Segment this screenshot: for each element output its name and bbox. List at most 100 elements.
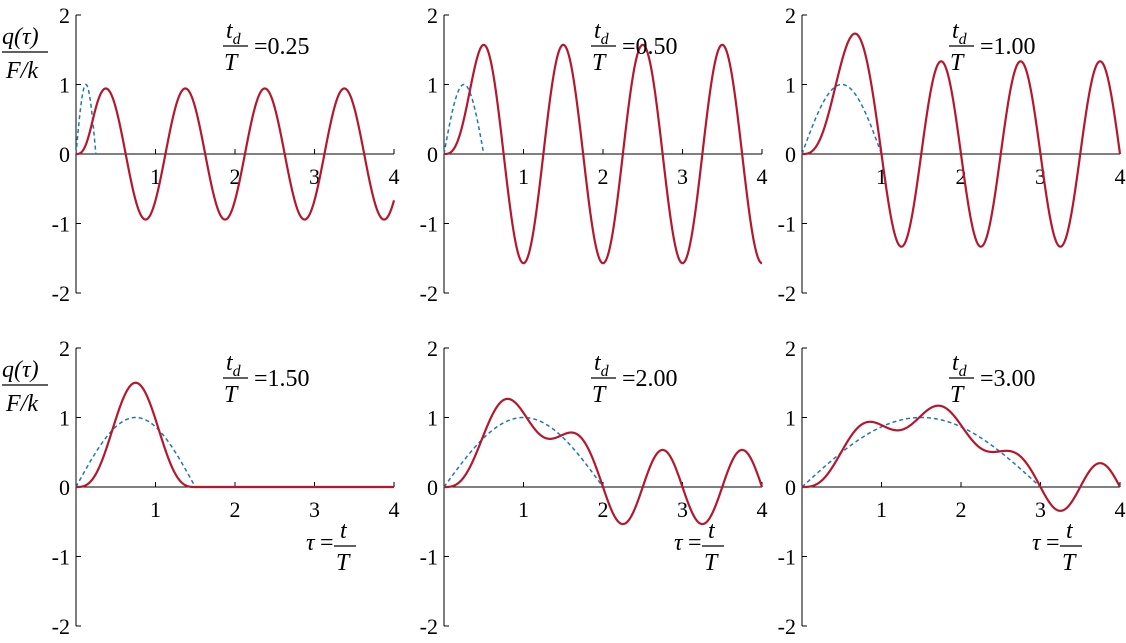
y-tick-label: -1 xyxy=(52,212,70,237)
series-response-line xyxy=(802,32,1122,248)
series-pulse-line xyxy=(75,416,196,488)
x-tick-label: 1 xyxy=(876,164,887,189)
subplot-3: 2 1 0 -1 -2 1 2 3 4 tdT =1.00 xyxy=(778,3,1126,306)
y-tick-label: 0 xyxy=(427,142,438,167)
y-tick-label: 1 xyxy=(427,73,438,98)
svg-text:=: = xyxy=(1046,530,1060,556)
subplot-2: 2 1 0 -1 -2 1 2 3 4 tdT =0.50 xyxy=(420,3,768,306)
series-response-line xyxy=(444,397,764,526)
x-tick-label: 1 xyxy=(518,164,529,189)
x-axis-label: τ = tT xyxy=(306,518,356,576)
svg-text:=: = xyxy=(688,530,702,556)
x-tick-label: 3 xyxy=(309,164,320,189)
y-tick-label: -2 xyxy=(420,281,438,306)
y-axis-label: q(τ) F/k xyxy=(2,357,48,417)
svg-text:=: = xyxy=(320,530,334,556)
x-tick-label: 2 xyxy=(230,497,241,522)
svg-text:τ: τ xyxy=(674,530,684,556)
td-ratio-label: tdT =3.00 xyxy=(949,350,1036,408)
svg-text:T: T xyxy=(704,550,719,576)
y-tick-label: 2 xyxy=(59,336,70,361)
y-tick-label: 1 xyxy=(427,406,438,431)
td-ratio-value: =0.50 xyxy=(622,34,678,60)
td-ratio-label: tdT =1.50 xyxy=(223,350,310,408)
x-tick-label: 2 xyxy=(598,497,609,522)
series-pulse-line xyxy=(801,416,1042,488)
x-tick-label: 2 xyxy=(956,497,967,522)
x-tick-label: 2 xyxy=(956,164,967,189)
series-pulse-line xyxy=(801,83,883,155)
x-tick-label: 3 xyxy=(677,497,688,522)
y-tick-label: -1 xyxy=(778,212,796,237)
x-tick-label: 3 xyxy=(1035,497,1046,522)
y-tick-label: 2 xyxy=(427,336,438,361)
td-ratio-value: =1.00 xyxy=(980,34,1036,60)
y-tick-label: 2 xyxy=(59,3,70,28)
T-symbol: T xyxy=(950,382,965,408)
svg-text:T: T xyxy=(1062,550,1077,576)
x-tick-label: 4 xyxy=(389,497,400,522)
y-tick-label: -2 xyxy=(778,281,796,306)
y-tick-label: 0 xyxy=(59,475,70,500)
series-response-line xyxy=(76,381,394,489)
x-tick-label: 1 xyxy=(150,164,161,189)
svg-text:τ: τ xyxy=(306,530,316,556)
series-pulse-line xyxy=(443,416,604,488)
y-tick-label: 1 xyxy=(785,406,796,431)
T-symbol: T xyxy=(592,50,607,76)
td-symbol: td xyxy=(952,18,968,48)
T-symbol: T xyxy=(224,382,239,408)
y-axis-label: q(τ) F/k xyxy=(2,24,48,84)
td-ratio-value: =1.50 xyxy=(254,366,310,392)
y-tick-label: 0 xyxy=(785,142,796,167)
td-ratio-label: tdT =0.50 xyxy=(591,18,678,76)
y-tick-label: 2 xyxy=(785,336,796,361)
x-tick-label: 4 xyxy=(1115,164,1126,189)
td-ratio-label: tdT =1.00 xyxy=(949,18,1036,76)
svg-text:t: t xyxy=(708,518,716,544)
y-tick-label: 2 xyxy=(427,3,438,28)
x-tick-label: 4 xyxy=(1115,497,1126,522)
y-tick-label: -2 xyxy=(52,614,70,639)
svg-text:T: T xyxy=(336,550,351,576)
x-tick-label: 3 xyxy=(1035,164,1046,189)
y-tick-label: 0 xyxy=(785,475,796,500)
svg-text:t: t xyxy=(1066,518,1074,544)
y-tick-label: -2 xyxy=(52,281,70,306)
td-symbol: td xyxy=(952,350,968,380)
svg-text:q(τ): q(τ) xyxy=(2,357,39,383)
x-tick-label: 3 xyxy=(309,497,320,522)
y-tick-label: 2 xyxy=(785,3,796,28)
y-tick-label: -1 xyxy=(420,212,438,237)
y-tick-label: -1 xyxy=(420,545,438,570)
td-ratio-value: =3.00 xyxy=(980,366,1036,392)
svg-text:F/k: F/k xyxy=(5,391,38,417)
x-tick-label: 2 xyxy=(598,164,609,189)
series-response-line xyxy=(76,87,396,221)
svg-text:q(τ): q(τ) xyxy=(2,24,39,50)
x-tick-label: 1 xyxy=(150,497,161,522)
y-tick-label: 1 xyxy=(59,406,70,431)
x-axis-label: τ = tT xyxy=(674,518,724,576)
x-tick-label: 3 xyxy=(677,164,688,189)
x-axis-label: τ = tT xyxy=(1032,518,1082,576)
x-tick-label: 1 xyxy=(876,497,887,522)
x-tick-label: 1 xyxy=(518,497,529,522)
series-response-line xyxy=(444,43,763,265)
td-ratio-label: tdT =0.25 xyxy=(223,18,310,76)
td-ratio-value: =0.25 xyxy=(254,34,310,60)
y-tick-label: 1 xyxy=(785,73,796,98)
y-tick-label: -1 xyxy=(778,545,796,570)
td-ratio-label: tdT =2.00 xyxy=(591,350,678,408)
y-tick-label: -2 xyxy=(778,614,796,639)
svg-text:τ: τ xyxy=(1032,530,1042,556)
td-symbol: td xyxy=(226,350,242,380)
series-pulse-line xyxy=(443,83,485,155)
td-ratio-value: =2.00 xyxy=(622,366,678,392)
td-symbol: td xyxy=(226,18,242,48)
y-tick-label: -1 xyxy=(52,545,70,570)
td-symbol: td xyxy=(594,18,610,48)
